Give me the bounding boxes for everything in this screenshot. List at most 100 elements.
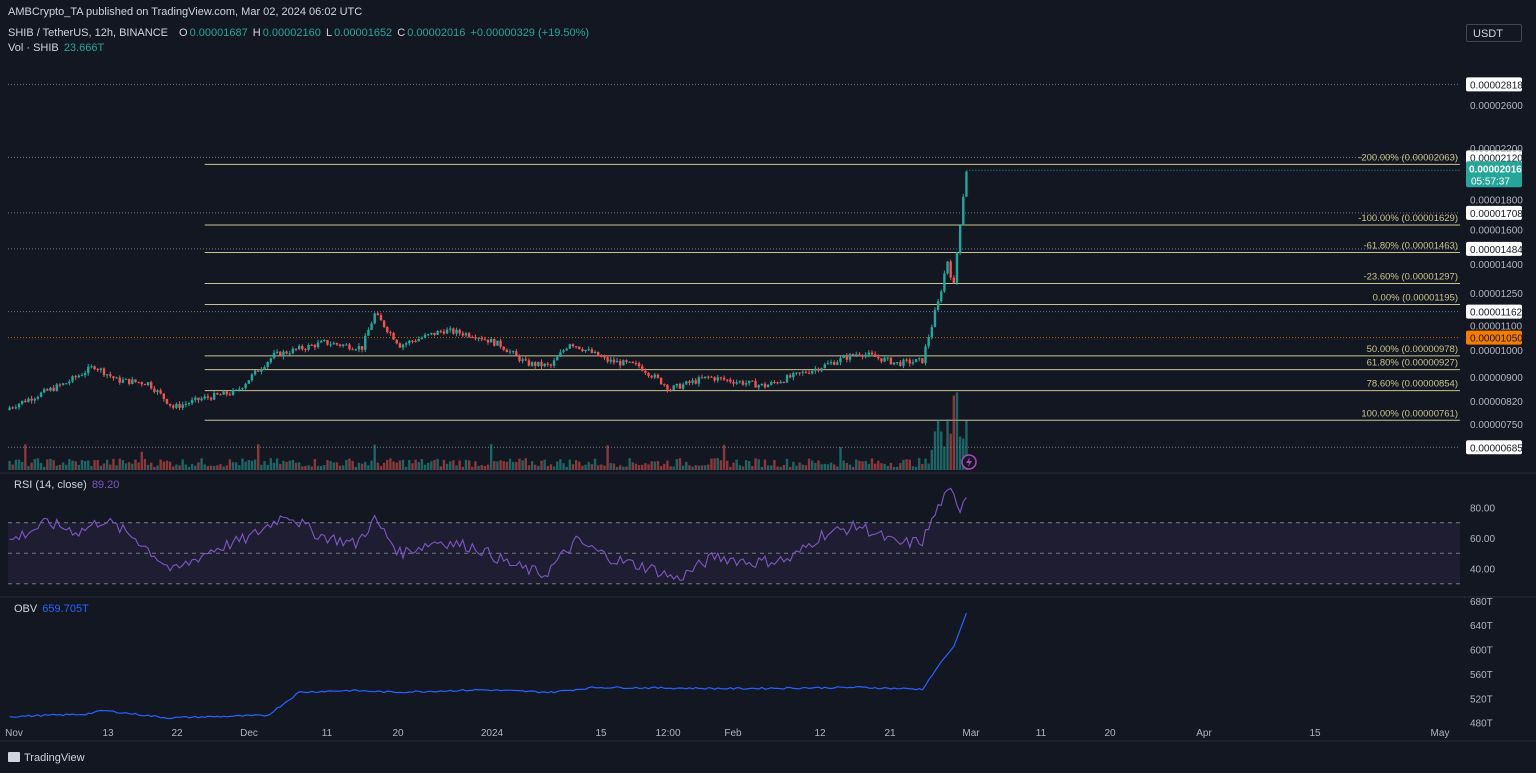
candle-body — [615, 360, 619, 363]
volume-bar — [105, 459, 109, 470]
candle-body — [102, 368, 106, 376]
time-axis-label: 20 — [392, 728, 404, 739]
volume-bar — [757, 459, 760, 470]
ohlc-open: 0.00001687 — [189, 27, 248, 39]
volume-bar — [33, 458, 36, 470]
candle-body — [672, 385, 675, 390]
volume-bar — [836, 466, 839, 470]
symbol-info: SHIB / TetherUS, 12h, BINANCE O 0.0000168… — [8, 27, 591, 39]
volume-bar — [17, 459, 21, 470]
volume-bar — [804, 465, 808, 470]
time-axis-label: 11 — [1036, 728, 1047, 739]
volume-bar — [140, 451, 143, 470]
brand-name: TradingView — [24, 752, 85, 764]
volume-bar — [641, 464, 644, 470]
volume-bar — [131, 463, 134, 470]
volume-bar — [216, 465, 219, 470]
time-axis-label: 12:00 — [655, 728, 680, 739]
candle-body — [496, 340, 499, 346]
volume-bar — [518, 458, 521, 470]
volume-bar — [748, 461, 751, 470]
volume-bar — [266, 464, 269, 470]
volume-bar — [162, 461, 165, 470]
price-level-tag: 0.00001708 — [1466, 205, 1523, 220]
time-axis-label: Feb — [724, 728, 742, 739]
volume-bar — [203, 464, 206, 470]
candle-body — [524, 359, 527, 361]
rsi-axis-tick: 40.00 — [1470, 565, 1495, 576]
tradingview-branding: TradingView — [8, 752, 85, 764]
candle-body — [342, 344, 345, 346]
volume-bar — [360, 463, 364, 470]
price-level-tag-label: 0.00001708 — [1470, 209, 1523, 220]
price-level-tag: 0.00001484 — [1466, 241, 1523, 256]
price-axis-tick: 0.00000820 — [1470, 397, 1523, 408]
candle-body — [458, 329, 461, 334]
volume-bar — [546, 466, 549, 470]
candle-body — [364, 335, 367, 350]
volume-bar — [209, 465, 213, 470]
volume-bar — [480, 465, 483, 470]
volume-bar — [279, 464, 282, 470]
volume-bar — [644, 463, 647, 470]
price-axis-tick: 0.00001800 — [1470, 195, 1523, 206]
candle-body — [534, 362, 537, 366]
volume-bar — [392, 461, 395, 470]
candle-body — [958, 225, 962, 253]
volume-bar — [455, 465, 458, 470]
candle-body — [493, 338, 496, 346]
symbol-label[interactable]: SHIB / TetherUS, 12h, BINANCE — [8, 27, 168, 39]
candle-body — [165, 398, 169, 404]
candle-body — [735, 382, 738, 384]
volume-bar — [408, 460, 411, 470]
candle-body — [61, 383, 65, 385]
volume-bar — [565, 466, 568, 470]
candle-body — [792, 373, 795, 378]
candle-body — [527, 360, 531, 366]
candle-body — [238, 389, 241, 391]
volume-bar — [219, 464, 222, 470]
volume-bar — [848, 464, 852, 470]
candle-body — [395, 339, 398, 344]
volume-bar — [807, 458, 811, 470]
volume-bar — [631, 462, 634, 470]
volume-bar — [515, 462, 518, 470]
candle-body — [206, 396, 210, 398]
volume-bar — [842, 460, 845, 470]
time-axis-label: Dec — [240, 728, 258, 739]
fib-level-label: -100.00% (0.00001629) — [1358, 213, 1458, 224]
candle-body — [703, 376, 707, 378]
candle-body — [842, 355, 845, 359]
candle-body — [219, 394, 222, 396]
candle-body — [143, 384, 147, 386]
volume-bar — [776, 466, 779, 470]
volume-bar — [788, 466, 792, 470]
obv-label[interactable]: OBV — [14, 603, 38, 615]
candle-body — [754, 380, 757, 388]
volume-bar — [899, 463, 902, 470]
volume-bar — [559, 459, 562, 470]
volume-bar — [99, 465, 103, 470]
volume-bar — [845, 463, 849, 470]
candle-body — [93, 366, 96, 370]
volume-bar — [678, 458, 682, 470]
rsi-label[interactable]: RSI (14, close) — [14, 479, 87, 491]
volume-label[interactable]: Vol · SHIB — [8, 42, 59, 54]
volume-bar — [921, 464, 924, 470]
volume-bar — [153, 466, 156, 470]
volume-bar — [861, 461, 864, 470]
volume-bar — [102, 463, 106, 470]
volume-bar — [499, 460, 502, 470]
volume-bar — [228, 459, 232, 470]
volume-bar — [65, 464, 68, 470]
volume-bar — [80, 460, 84, 470]
candle-body — [707, 376, 710, 378]
candle-body — [625, 360, 628, 363]
currency-unit[interactable]: USDT — [1466, 24, 1522, 42]
candle-body — [360, 346, 364, 350]
price-level-tag: 0.00002120 — [1466, 150, 1523, 165]
volume-bar — [574, 460, 578, 470]
volume-bar — [467, 460, 471, 470]
